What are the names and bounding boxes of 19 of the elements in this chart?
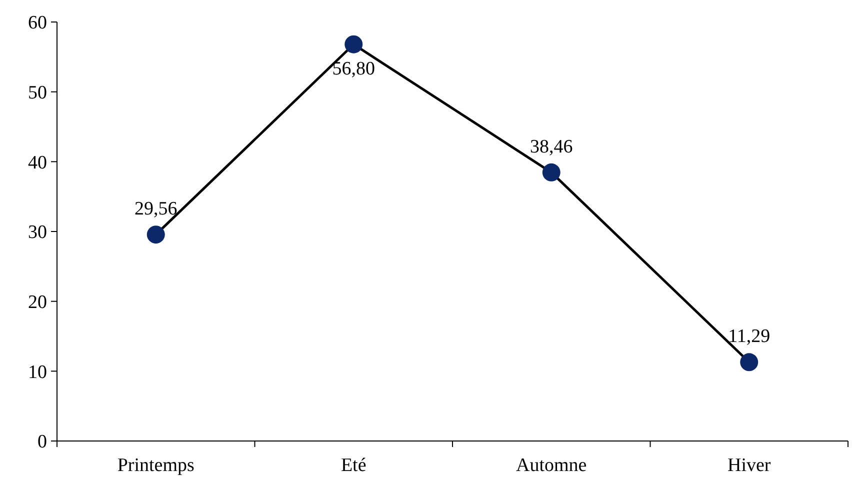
y-tick-label: 30 [28,222,47,244]
data-label: 56,80 [332,58,375,80]
point [740,353,758,372]
point [542,163,560,182]
data-label: 38,46 [530,136,573,158]
data-label: 29,56 [134,198,178,220]
x-tick-label: Printemps [117,455,194,476]
data-label: 11,29 [728,326,770,348]
y-tick-label: 50 [28,82,47,104]
x-tick-label: Eté [340,455,366,476]
y-tick-label: 10 [28,362,47,383]
x-tick-label: Automne [516,455,587,476]
point [344,35,363,54]
y-tick-label: 60 [28,12,47,34]
y-tick-label: 20 [28,292,47,313]
y-tick-label: 40 [28,152,47,174]
point [146,226,165,244]
x-tick-label: Hiver [727,455,772,476]
y-tick-label: 0 [38,432,47,453]
